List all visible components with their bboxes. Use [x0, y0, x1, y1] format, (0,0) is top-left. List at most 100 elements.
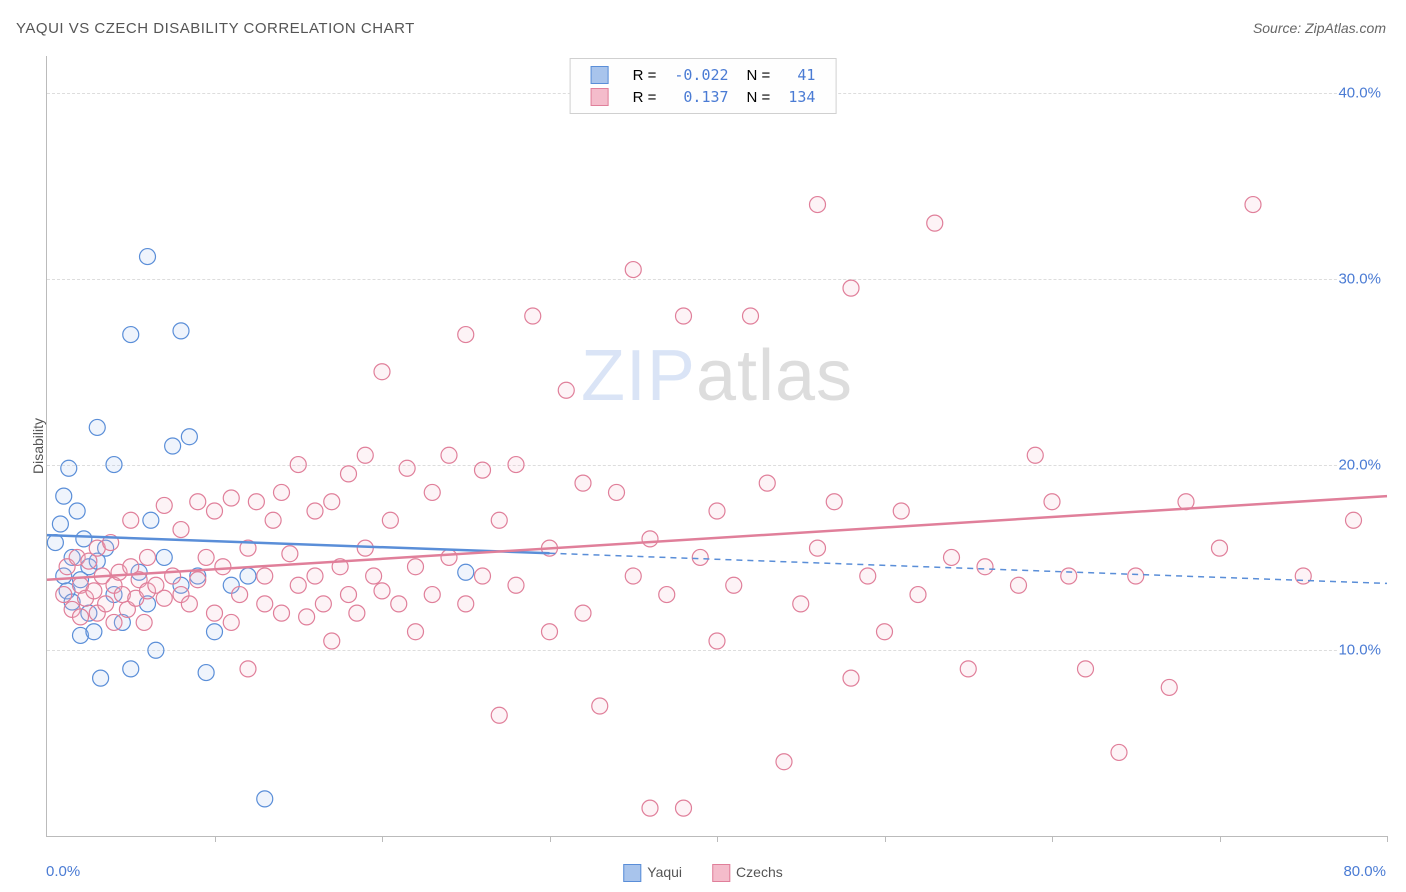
data-point-czechs — [826, 494, 842, 510]
data-point-czechs — [399, 460, 415, 476]
data-point-czechs — [173, 522, 189, 538]
data-point-yaqui — [123, 661, 139, 677]
data-point-czechs — [960, 661, 976, 677]
data-point-yaqui — [93, 670, 109, 686]
data-point-czechs — [290, 577, 306, 593]
data-point-czechs — [877, 624, 893, 640]
data-point-czechs — [1295, 568, 1311, 584]
data-point-yaqui — [240, 568, 256, 584]
data-point-czechs — [198, 549, 214, 565]
data-point-yaqui — [52, 516, 68, 532]
data-point-czechs — [944, 549, 960, 565]
data-point-czechs — [676, 308, 692, 324]
legend-item-yaqui: Yaqui — [623, 864, 682, 882]
data-point-czechs — [156, 590, 172, 606]
n-label: N = — [739, 65, 779, 85]
data-point-czechs — [424, 587, 440, 603]
r-label: R = — [625, 87, 665, 107]
data-point-czechs — [282, 546, 298, 562]
data-point-czechs — [408, 559, 424, 575]
stats-table: R =-0.022N =41R =0.137N =134 — [581, 63, 826, 109]
data-point-czechs — [207, 503, 223, 519]
data-point-czechs — [1078, 661, 1094, 677]
x-tick — [1220, 836, 1221, 842]
data-point-czechs — [475, 568, 491, 584]
data-point-yaqui — [148, 642, 164, 658]
data-point-czechs — [156, 497, 172, 513]
data-point-czechs — [508, 577, 524, 593]
data-point-yaqui — [106, 457, 122, 473]
data-point-yaqui — [173, 323, 189, 339]
stats-row: R =-0.022N =41 — [583, 65, 824, 85]
data-point-czechs — [223, 614, 239, 630]
data-point-czechs — [810, 197, 826, 213]
legend-label: Yaqui — [647, 864, 682, 880]
data-point-czechs — [458, 327, 474, 343]
data-point-czechs — [315, 596, 331, 612]
data-point-czechs — [248, 494, 264, 510]
data-point-czechs — [86, 583, 102, 599]
data-point-czechs — [265, 512, 281, 528]
data-point-czechs — [441, 549, 457, 565]
data-point-yaqui — [257, 791, 273, 807]
data-point-czechs — [307, 568, 323, 584]
data-point-czechs — [592, 698, 608, 714]
data-point-czechs — [106, 614, 122, 630]
data-point-czechs — [776, 754, 792, 770]
data-point-czechs — [860, 568, 876, 584]
data-point-czechs — [366, 568, 382, 584]
data-point-czechs — [810, 540, 826, 556]
x-tick — [382, 836, 383, 842]
data-point-czechs — [1011, 577, 1027, 593]
data-point-czechs — [123, 512, 139, 528]
data-point-czechs — [207, 605, 223, 621]
data-point-czechs — [441, 447, 457, 463]
data-point-czechs — [642, 800, 658, 816]
data-point-czechs — [542, 624, 558, 640]
data-point-czechs — [290, 457, 306, 473]
data-point-yaqui — [123, 327, 139, 343]
regression-line-yaqui — [47, 535, 550, 553]
x-tick — [885, 836, 886, 842]
legend-swatch — [712, 864, 730, 882]
data-point-czechs — [374, 364, 390, 380]
data-point-czechs — [709, 633, 725, 649]
data-point-czechs — [491, 707, 507, 723]
data-point-czechs — [659, 587, 675, 603]
data-point-czechs — [726, 577, 742, 593]
data-point-czechs — [73, 609, 89, 625]
data-point-czechs — [240, 661, 256, 677]
data-point-czechs — [709, 503, 725, 519]
data-point-czechs — [299, 609, 315, 625]
legend-swatch — [591, 88, 609, 106]
data-point-yaqui — [61, 460, 77, 476]
data-point-czechs — [56, 587, 72, 603]
data-point-czechs — [181, 596, 197, 612]
y-axis-label: Disability — [30, 418, 46, 474]
data-point-czechs — [357, 540, 373, 556]
data-point-czechs — [274, 484, 290, 500]
x-tick — [1052, 836, 1053, 842]
x-tick — [550, 836, 551, 842]
data-point-yaqui — [86, 624, 102, 640]
data-point-czechs — [458, 596, 474, 612]
data-point-yaqui — [156, 549, 172, 565]
data-point-czechs — [910, 587, 926, 603]
x-axis-min-label: 0.0% — [46, 863, 80, 880]
data-point-czechs — [357, 447, 373, 463]
data-point-czechs — [558, 382, 574, 398]
r-value: 0.137 — [666, 87, 736, 107]
data-point-yaqui — [181, 429, 197, 445]
data-point-czechs — [692, 549, 708, 565]
data-point-czechs — [382, 512, 398, 528]
data-point-czechs — [349, 605, 365, 621]
stats-row: R =0.137N =134 — [583, 87, 824, 107]
data-point-yaqui — [56, 488, 72, 504]
data-point-czechs — [1212, 540, 1228, 556]
n-label: N = — [739, 87, 779, 107]
data-point-czechs — [525, 308, 541, 324]
data-point-czechs — [508, 457, 524, 473]
data-point-czechs — [1027, 447, 1043, 463]
stats-legend: R =-0.022N =41R =0.137N =134 — [570, 58, 837, 114]
data-point-czechs — [190, 494, 206, 510]
